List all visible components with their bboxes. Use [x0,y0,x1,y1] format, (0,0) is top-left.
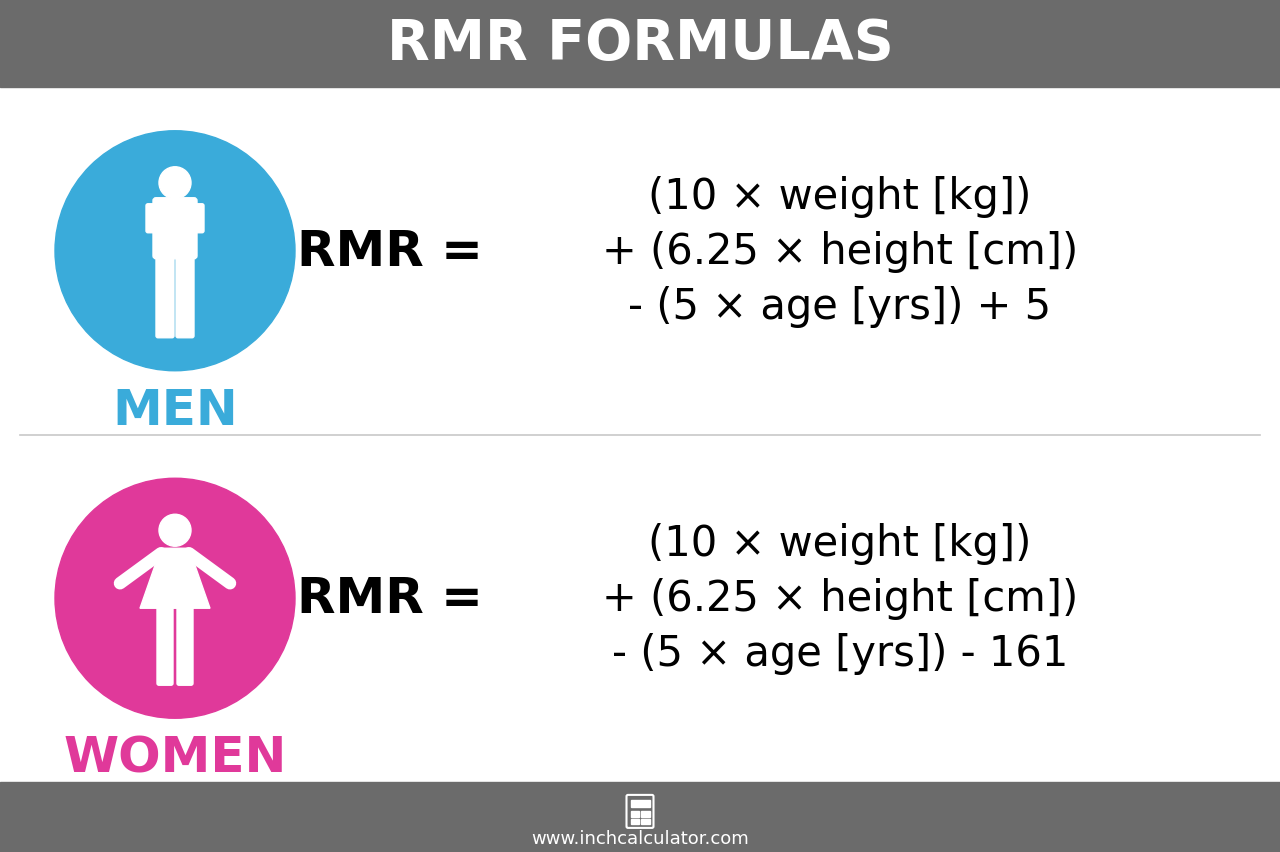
Text: - (5 × age [yrs]) - 161: - (5 × age [yrs]) - 161 [612,632,1069,675]
FancyBboxPatch shape [156,255,174,338]
Circle shape [159,515,191,547]
Circle shape [55,131,294,371]
FancyBboxPatch shape [177,607,193,686]
Text: RMR FORMULAS: RMR FORMULAS [387,17,893,71]
FancyBboxPatch shape [189,204,204,233]
Circle shape [55,479,294,718]
Text: RMR =: RMR = [297,227,483,275]
Circle shape [159,168,191,199]
FancyBboxPatch shape [154,199,197,260]
Text: MEN: MEN [113,386,238,435]
Polygon shape [140,549,210,608]
Text: - (5 × age [yrs]) + 5: - (5 × age [yrs]) + 5 [628,285,1052,327]
Text: WOMEN: WOMEN [63,734,287,781]
Text: + (6.25 × height [cm]): + (6.25 × height [cm]) [602,578,1078,619]
Bar [631,801,649,808]
Bar [641,811,649,817]
FancyBboxPatch shape [146,204,160,233]
Text: www.inchcalculator.com: www.inchcalculator.com [531,829,749,847]
Text: + (6.25 × height [cm]): + (6.25 × height [cm]) [602,231,1078,273]
Text: (10 × weight [kg]): (10 × weight [kg]) [648,176,1032,217]
Bar [631,819,639,825]
Text: (10 × weight [kg]): (10 × weight [kg]) [648,522,1032,565]
Bar [631,811,639,817]
Bar [0,782,1280,852]
FancyBboxPatch shape [157,607,173,686]
FancyBboxPatch shape [177,255,195,338]
Bar [0,0,1280,88]
Bar [641,819,649,825]
Text: RMR =: RMR = [297,574,483,623]
